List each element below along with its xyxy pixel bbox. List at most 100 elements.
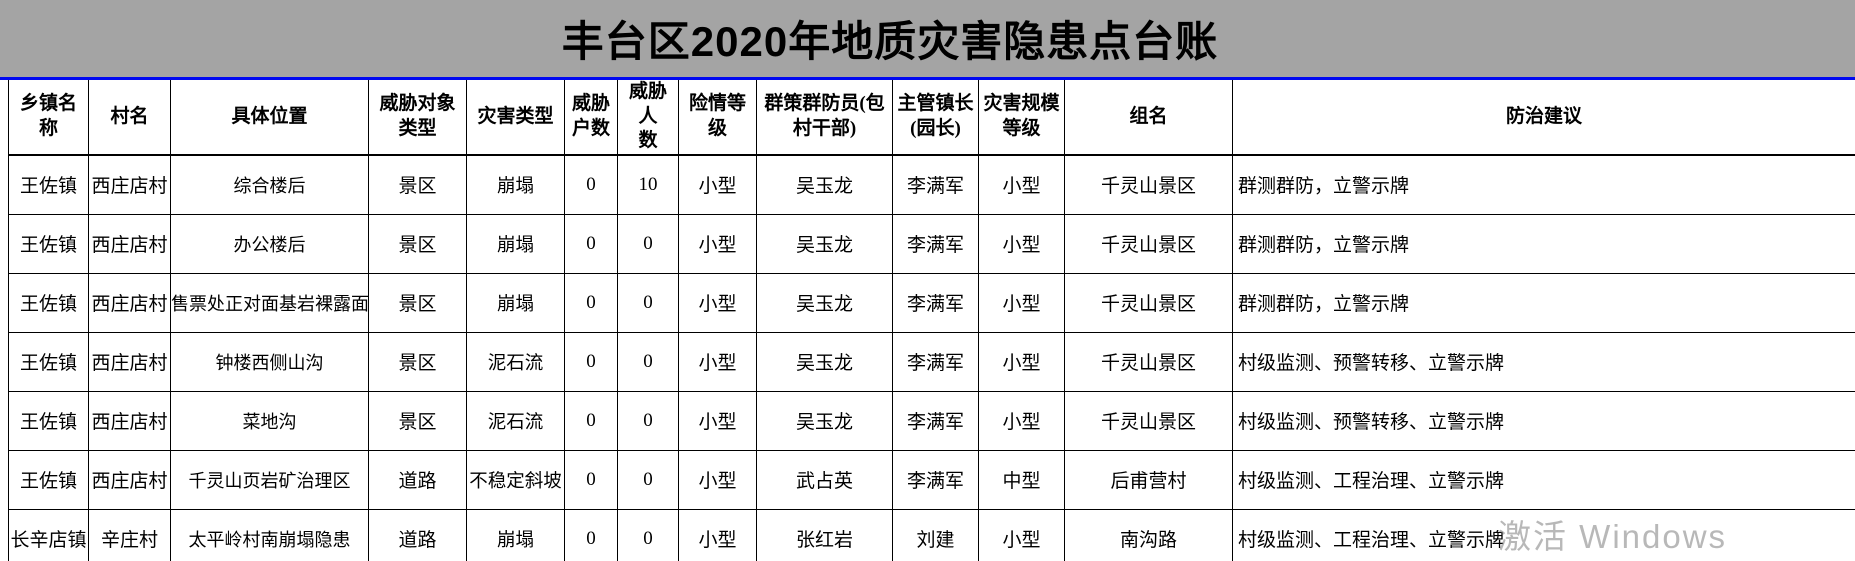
table-cell[interactable]: 张红岩: [756, 508, 893, 561]
table-cell[interactable]: 刘建: [892, 508, 979, 561]
table-cell[interactable]: 长辛店镇: [8, 508, 89, 561]
table-cell[interactable]: 钟楼西侧山沟: [170, 331, 369, 392]
column-header[interactable]: 组名: [1064, 80, 1233, 157]
table-cell[interactable]: 吴玉龙: [756, 390, 893, 451]
table-cell[interactable]: 千灵山景区: [1064, 390, 1233, 451]
table-cell[interactable]: 群测群防，立警示牌: [1232, 272, 1855, 333]
table-cell[interactable]: 吴玉龙: [756, 154, 893, 215]
column-header[interactable]: 群策群防员(包 村干部): [756, 80, 893, 157]
table-cell[interactable]: 泥石流: [466, 331, 565, 392]
table-cell[interactable]: 0: [617, 390, 679, 451]
table-cell[interactable]: 王佐镇: [8, 213, 89, 274]
table-cell[interactable]: 0: [617, 331, 679, 392]
table-cell[interactable]: 小型: [978, 331, 1065, 392]
table-cell[interactable]: 小型: [678, 390, 757, 451]
table-cell[interactable]: 崩塌: [466, 508, 565, 561]
table-cell[interactable]: 景区: [368, 272, 467, 333]
table-cell[interactable]: 崩塌: [466, 213, 565, 274]
table-cell[interactable]: 景区: [368, 331, 467, 392]
column-header[interactable]: 灾害类型: [466, 80, 565, 157]
table-cell[interactable]: 小型: [978, 390, 1065, 451]
table-cell[interactable]: 千灵山景区: [1064, 331, 1233, 392]
table-cell[interactable]: 0: [564, 154, 618, 215]
table-cell[interactable]: 武占英: [756, 449, 893, 510]
column-header[interactable]: 威胁对象 类型: [368, 80, 467, 157]
table-cell[interactable]: 千灵山景区: [1064, 213, 1233, 274]
column-header[interactable]: 威胁人 数: [617, 80, 679, 157]
table-cell[interactable]: 崩塌: [466, 272, 565, 333]
table-cell[interactable]: 西庄店村: [88, 154, 171, 215]
table-cell[interactable]: 小型: [978, 213, 1065, 274]
column-header[interactable]: 村名: [88, 80, 171, 157]
table-cell[interactable]: 10: [617, 154, 679, 215]
table-cell[interactable]: 千灵山景区: [1064, 272, 1233, 333]
table-cell[interactable]: 辛庄村: [88, 508, 171, 561]
table-cell[interactable]: 0: [564, 508, 618, 561]
table-cell[interactable]: 吴玉龙: [756, 331, 893, 392]
table-cell[interactable]: 景区: [368, 390, 467, 451]
table-cell[interactable]: 千灵山景区: [1064, 154, 1233, 215]
table-cell[interactable]: 道路: [368, 508, 467, 561]
table-cell[interactable]: 景区: [368, 213, 467, 274]
table-cell[interactable]: 王佐镇: [8, 272, 89, 333]
column-header[interactable]: 威胁 户数: [564, 80, 618, 157]
table-cell[interactable]: 李满军: [892, 390, 979, 451]
table-cell[interactable]: 王佐镇: [8, 449, 89, 510]
table-cell[interactable]: 后甫营村: [1064, 449, 1233, 510]
table-cell[interactable]: 西庄店村: [88, 449, 171, 510]
table-cell[interactable]: 0: [617, 272, 679, 333]
table-cell[interactable]: 办公楼后: [170, 213, 369, 274]
table-cell[interactable]: 李满军: [892, 272, 979, 333]
table-cell[interactable]: 小型: [978, 508, 1065, 561]
table-cell[interactable]: 李满军: [892, 331, 979, 392]
table-cell[interactable]: 群测群防，立警示牌: [1232, 154, 1855, 215]
table-cell[interactable]: 西庄店村: [88, 390, 171, 451]
table-cell[interactable]: 太平岭村南崩塌隐患: [170, 508, 369, 561]
table-cell[interactable]: 0: [564, 449, 618, 510]
table-cell[interactable]: 崩塌: [466, 154, 565, 215]
table-cell[interactable]: 村级监测、工程治理、立警示牌: [1232, 449, 1855, 510]
table-cell[interactable]: 综合楼后: [170, 154, 369, 215]
table-cell[interactable]: 李满军: [892, 213, 979, 274]
table-cell[interactable]: 村级监测、预警转移、立警示牌: [1232, 390, 1855, 451]
column-header[interactable]: 乡镇名称: [8, 80, 89, 157]
table-cell[interactable]: 小型: [678, 154, 757, 215]
table-cell[interactable]: 中型: [978, 449, 1065, 510]
table-cell[interactable]: 王佐镇: [8, 390, 89, 451]
table-cell[interactable]: 0: [617, 449, 679, 510]
table-cell[interactable]: 小型: [978, 154, 1065, 215]
table-cell[interactable]: 吴玉龙: [756, 272, 893, 333]
table-cell[interactable]: 小型: [678, 508, 757, 561]
table-cell[interactable]: 不稳定斜坡: [466, 449, 565, 510]
column-header[interactable]: 具体位置: [170, 80, 369, 157]
column-header[interactable]: 防治建议: [1232, 80, 1855, 157]
table-cell[interactable]: 0: [564, 331, 618, 392]
table-cell[interactable]: 西庄店村: [88, 272, 171, 333]
table-cell[interactable]: 小型: [678, 213, 757, 274]
table-cell[interactable]: 0: [564, 390, 618, 451]
table-cell[interactable]: 道路: [368, 449, 467, 510]
table-cell[interactable]: 景区: [368, 154, 467, 215]
table-cell[interactable]: 0: [564, 213, 618, 274]
table-cell[interactable]: 小型: [978, 272, 1065, 333]
table-cell[interactable]: 李满军: [892, 154, 979, 215]
table-cell[interactable]: 售票处正对面基岩裸露面: [170, 272, 369, 333]
table-cell[interactable]: 西庄店村: [88, 213, 171, 274]
table-cell[interactable]: 王佐镇: [8, 154, 89, 215]
table-cell[interactable]: 群测群防，立警示牌: [1232, 213, 1855, 274]
table-cell[interactable]: 0: [617, 213, 679, 274]
table-cell[interactable]: 泥石流: [466, 390, 565, 451]
table-cell[interactable]: 小型: [678, 272, 757, 333]
table-cell[interactable]: 0: [564, 272, 618, 333]
table-cell[interactable]: 村级监测、工程治理、立警示牌: [1232, 508, 1855, 561]
column-header[interactable]: 险情等 级: [678, 80, 757, 157]
column-header[interactable]: 灾害规模 等级: [978, 80, 1065, 157]
table-cell[interactable]: 村级监测、预警转移、立警示牌: [1232, 331, 1855, 392]
table-cell[interactable]: 吴玉龙: [756, 213, 893, 274]
table-cell[interactable]: 小型: [678, 449, 757, 510]
table-cell[interactable]: 0: [617, 508, 679, 561]
table-cell[interactable]: 王佐镇: [8, 331, 89, 392]
table-cell[interactable]: 南沟路: [1064, 508, 1233, 561]
table-cell[interactable]: 李满军: [892, 449, 979, 510]
table-cell[interactable]: 西庄店村: [88, 331, 171, 392]
